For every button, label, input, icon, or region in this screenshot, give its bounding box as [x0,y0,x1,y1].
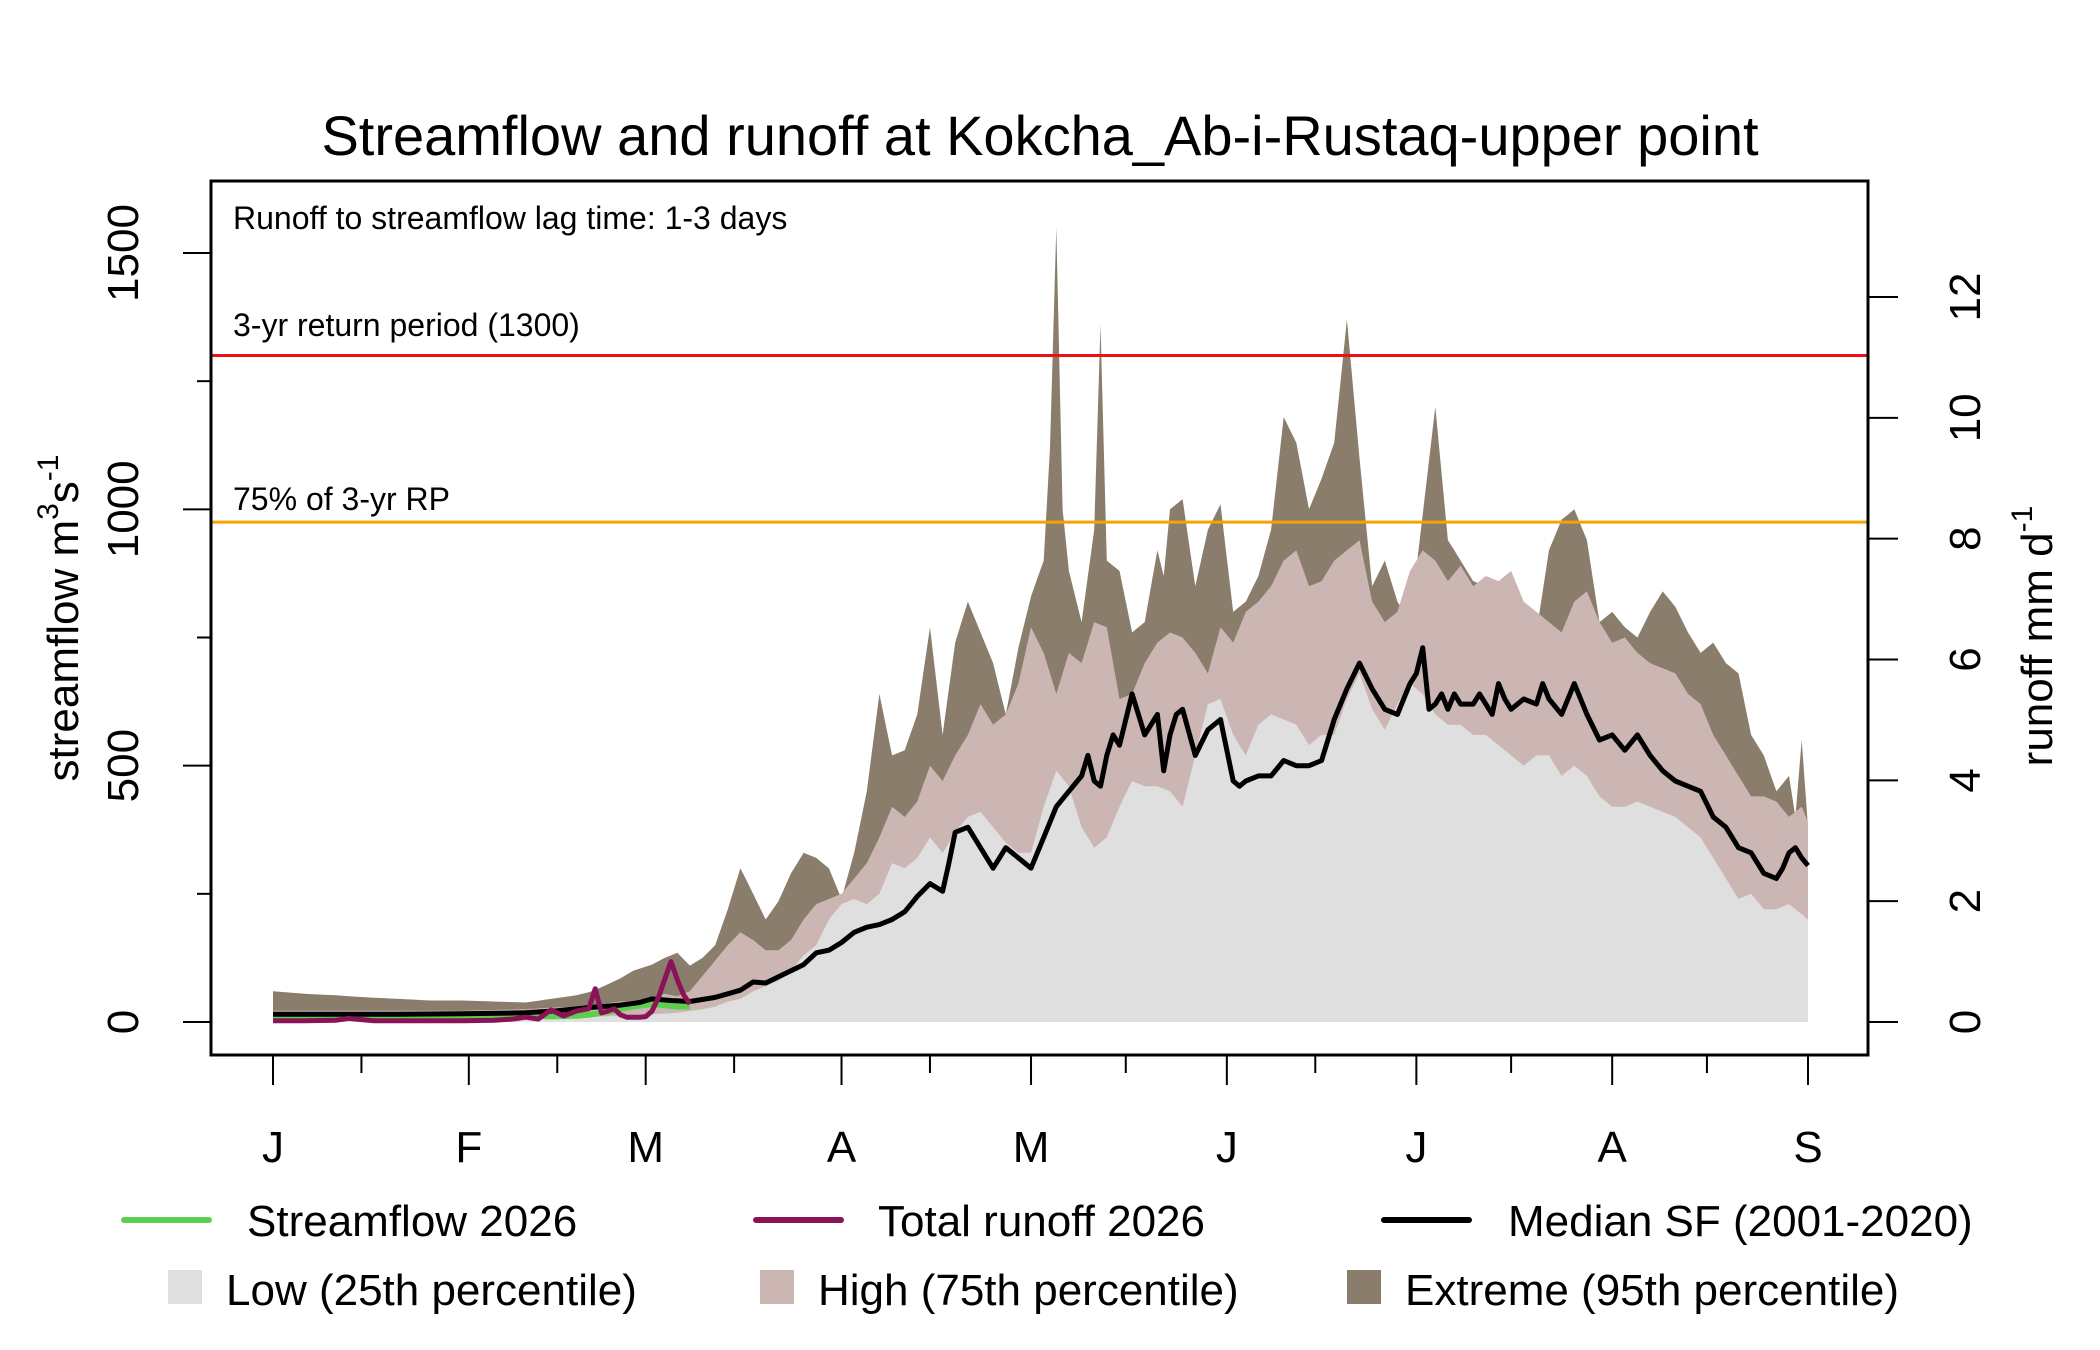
y2-tick-label: 2 [1941,889,1990,913]
plot-frame [209,179,1870,1057]
x-tick-label: J [1216,1123,1238,1172]
y2-tick-label: 8 [1941,526,1990,550]
lag-time-annotation: Runoff to streamflow lag time: 1-3 days [233,200,787,236]
plot-area [211,227,1868,1024]
legend-label: Streamflow 2026 [247,1197,577,1246]
chart-title: Streamflow and runoff at Kokcha_Ab-i-Rus… [321,104,1759,167]
y2-axis-label: runoff mm d-1 [2006,506,2062,767]
legend-box-swatch [760,1270,794,1304]
x-tick-label: M [627,1123,664,1172]
x-tick-label: J [1405,1123,1427,1172]
y2-tick-label: 4 [1941,768,1990,792]
y2-tick-label: 6 [1941,647,1990,671]
x-tick-label: A [827,1123,857,1172]
legend-box-swatch [1347,1270,1381,1304]
y-axis-right: 0 2 4 6 8 10 12 [1868,273,1990,1034]
x-tick-label: S [1793,1123,1822,1172]
y-tick-label: 1500 [99,204,148,302]
legend-label: Low (25th percentile) [226,1266,637,1315]
median-sf-line [273,645,1810,1017]
y2-tick-label: 10 [1941,393,1990,442]
legend-label: Extreme (95th percentile) [1405,1266,1899,1315]
y2-tick-label: 0 [1941,1010,1990,1034]
return-period-label: 3-yr return period (1300) [233,307,580,343]
y-axis-label: streamflow m3s-1 [32,455,88,782]
legend-label: High (75th percentile) [818,1266,1239,1315]
x-tick-label: F [455,1123,482,1172]
total-runoff-2026-line [273,959,692,1024]
y-tick-label: 500 [99,729,148,802]
legend-label: Median SF (2001-2020) [1508,1197,1973,1246]
x-tick-label: A [1597,1123,1627,1172]
rp75-label: 75% of 3-yr RP [233,481,450,517]
legend-label: Total runoff 2026 [878,1197,1205,1246]
x-tick-label: J [262,1123,284,1172]
y2-tick-label: 12 [1941,273,1990,322]
y-tick-label: 1000 [99,460,148,558]
y-tick-label: 0 [99,1010,148,1034]
legend: Streamflow 2026 Total runoff 2026 Median S… [121,1197,1973,1315]
x-tick-label: M [1013,1123,1050,1172]
y-axis-left: 0 500 1000 1500 [99,204,211,1034]
legend-box-swatch [168,1270,202,1304]
